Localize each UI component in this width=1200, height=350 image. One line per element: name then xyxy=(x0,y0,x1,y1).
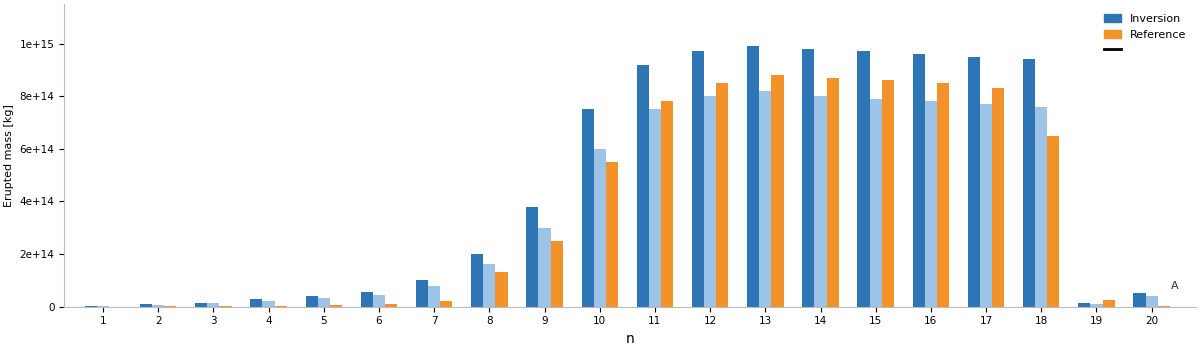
Bar xyxy=(870,99,882,307)
Bar xyxy=(692,51,704,307)
Bar xyxy=(661,102,673,307)
Bar xyxy=(637,65,649,307)
Bar xyxy=(1134,293,1146,307)
Bar xyxy=(306,296,318,307)
Bar xyxy=(716,83,728,307)
Bar xyxy=(1146,296,1158,307)
Bar xyxy=(1048,136,1060,307)
Bar xyxy=(416,280,428,307)
Bar xyxy=(1036,107,1048,307)
Bar xyxy=(992,88,1004,307)
Bar xyxy=(1103,300,1115,307)
Bar xyxy=(428,286,440,307)
Bar xyxy=(968,57,980,307)
Bar xyxy=(760,91,772,307)
Bar xyxy=(980,104,992,307)
Bar xyxy=(1091,304,1103,307)
Bar xyxy=(748,46,760,307)
Bar xyxy=(140,304,152,307)
Bar xyxy=(440,301,452,307)
Bar xyxy=(704,96,716,307)
Bar xyxy=(496,272,508,307)
Bar xyxy=(97,306,109,307)
X-axis label: n: n xyxy=(625,332,635,346)
Bar xyxy=(208,303,220,307)
Bar xyxy=(815,96,827,307)
Bar xyxy=(925,102,937,307)
Bar xyxy=(539,228,551,307)
Bar xyxy=(152,305,164,307)
Bar xyxy=(882,80,894,307)
Bar xyxy=(772,75,784,307)
Bar xyxy=(551,241,563,307)
Bar xyxy=(196,303,208,307)
Bar xyxy=(330,305,342,307)
Bar xyxy=(937,83,949,307)
Bar xyxy=(472,254,484,307)
Bar xyxy=(582,109,594,307)
Bar xyxy=(649,109,661,307)
Bar xyxy=(858,51,870,307)
Bar xyxy=(1079,303,1091,307)
Bar xyxy=(913,54,925,307)
Bar xyxy=(827,78,839,307)
Bar xyxy=(318,298,330,307)
Bar xyxy=(373,295,385,307)
Bar xyxy=(484,265,496,307)
Bar xyxy=(594,149,606,307)
Bar xyxy=(263,301,275,307)
Bar xyxy=(606,162,618,307)
Bar xyxy=(1024,60,1036,307)
Y-axis label: Erupted mass [kg]: Erupted mass [kg] xyxy=(4,104,14,207)
Bar xyxy=(385,304,397,307)
Legend: Inversion, Reference, : Inversion, Reference, xyxy=(1099,10,1190,60)
Bar xyxy=(85,306,97,307)
Bar xyxy=(251,299,263,307)
Text: A: A xyxy=(1171,281,1178,292)
Bar xyxy=(803,49,815,307)
Bar xyxy=(361,292,373,307)
Bar xyxy=(527,206,539,307)
